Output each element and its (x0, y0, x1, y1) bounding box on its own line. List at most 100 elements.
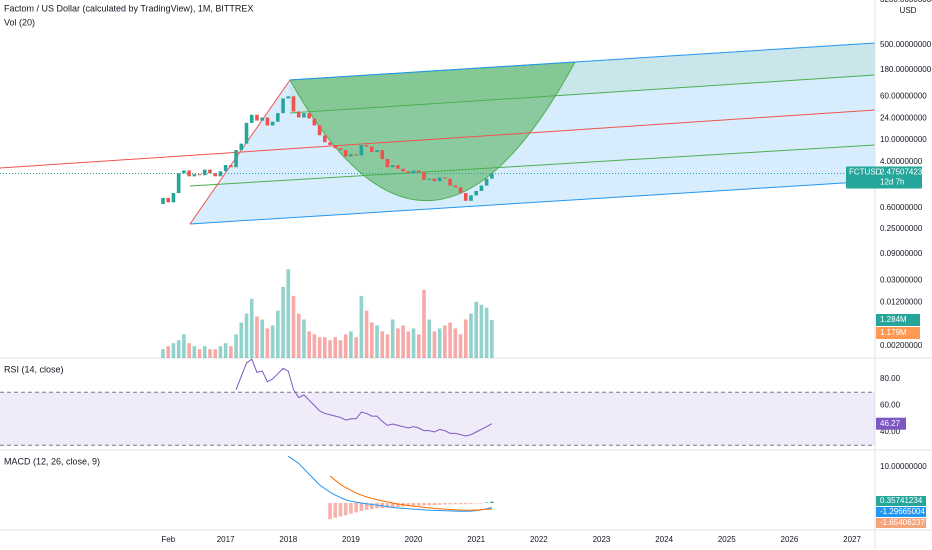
macd-line (287, 455, 492, 512)
candle (375, 150, 379, 153)
candle (458, 187, 463, 194)
macd-histogram (469, 503, 473, 504)
channel-line (289, 74, 875, 114)
macd-histogram (437, 503, 442, 505)
rsi-line (235, 358, 493, 437)
macd-histogram (463, 503, 468, 505)
macd-histogram (422, 503, 426, 506)
candle (406, 171, 411, 174)
volume-bar (307, 331, 311, 358)
volume-bar (291, 295, 296, 358)
macd-histogram (328, 503, 332, 520)
candle (197, 174, 202, 176)
ma-badge: 1.179M (880, 328, 907, 337)
candle (291, 96, 296, 112)
volume-bar (432, 331, 437, 358)
price-tick-label: 0.01200000 (880, 298, 923, 307)
macd-histogram (479, 503, 484, 504)
candle (286, 96, 291, 99)
volume-bar (255, 316, 259, 358)
price-tick-label: 3200.00000000 (880, 0, 932, 4)
candle (192, 174, 197, 177)
candle (213, 173, 217, 177)
time-label: 2018 (279, 535, 297, 544)
volume-bar (479, 304, 484, 358)
price-tick-label: 4.00000000 (880, 157, 923, 166)
rsi-tick-label: 40.00 (880, 427, 901, 436)
macd-histogram (453, 503, 458, 505)
volume-bar (218, 346, 223, 358)
candle (484, 178, 489, 186)
time-label: 2017 (217, 535, 235, 544)
volume-bar (453, 328, 458, 358)
time-label: 2022 (530, 535, 548, 544)
volume-bar (187, 343, 191, 358)
volume-bar (437, 328, 442, 358)
candle (338, 148, 343, 151)
candle (312, 118, 317, 126)
volume-bar (443, 325, 447, 358)
macd-histogram (484, 502, 489, 503)
volume-bar (411, 328, 416, 358)
macd-histogram (333, 503, 338, 518)
rsi-tick-label: 80.00 (880, 374, 901, 383)
candle (411, 170, 416, 174)
volume-bar (469, 313, 473, 358)
candle (166, 197, 171, 203)
volume-bar (302, 319, 306, 358)
candle (474, 190, 478, 196)
volume-bar (276, 310, 280, 358)
volume-badge-bg (876, 314, 920, 326)
macd-histogram (354, 503, 358, 513)
volume-bar (396, 328, 400, 358)
candle (208, 169, 212, 174)
macd-histogram (349, 503, 353, 514)
volume-badge: 1.284M (880, 315, 907, 324)
candle (354, 154, 358, 156)
volume-bar (380, 331, 385, 358)
rsi-tick-label: 60.00 (880, 401, 901, 410)
macd-histogram (370, 503, 374, 510)
price-tick-label: 180.00000000 (880, 65, 932, 74)
macd-histogram (490, 501, 494, 503)
candle (307, 113, 311, 119)
candle (359, 145, 364, 156)
candle (328, 142, 332, 146)
candle (249, 114, 254, 123)
price-tick-label: 0.09000000 (880, 249, 923, 258)
time-label: Feb (161, 535, 175, 544)
candle (443, 177, 447, 179)
volume-bar (422, 289, 426, 358)
candle (317, 125, 322, 136)
time-label: 2020 (405, 535, 423, 544)
volume-bar (349, 331, 353, 358)
volume-bar (296, 313, 301, 358)
volume-bar (490, 319, 494, 358)
macd-histogram (432, 503, 437, 505)
volume-bar (239, 322, 244, 358)
volume-bar (364, 310, 369, 358)
macd-histogram (343, 503, 348, 516)
channel-bottom (189, 180, 875, 225)
macd-histogram (443, 503, 447, 505)
candle (323, 135, 327, 143)
candle (432, 178, 437, 182)
channel-line (189, 144, 875, 187)
volume-bar (192, 346, 197, 358)
volume-bar (312, 334, 317, 358)
volume-bar (463, 319, 468, 358)
candle (364, 145, 369, 147)
volume-bar (474, 301, 478, 358)
macd-histogram (448, 503, 452, 505)
volume-bar (354, 337, 358, 358)
candle (234, 150, 238, 168)
candle (218, 171, 223, 177)
volume-bar (213, 349, 217, 358)
volume-bar (328, 340, 332, 358)
volume-bar (416, 334, 421, 358)
volume-bar (182, 334, 186, 358)
volume-bar (171, 343, 176, 358)
macd-histogram (474, 503, 478, 504)
volume-bar (427, 319, 432, 358)
